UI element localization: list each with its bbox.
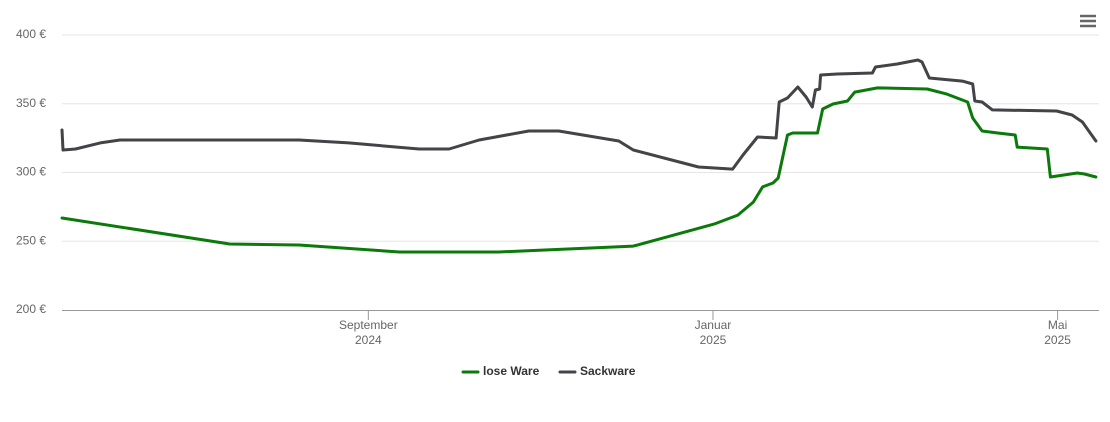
- x-tick-label: Mai: [1048, 318, 1067, 332]
- x-tick-label: 2025: [1044, 333, 1071, 347]
- x-tick-label: 2024: [355, 333, 382, 347]
- x-tick-label: 2025: [700, 333, 727, 347]
- x-tick-label: Januar: [695, 318, 732, 332]
- menu-button[interactable]: [1076, 10, 1100, 32]
- y-tick-label: 200 €: [16, 302, 46, 316]
- legend-label: lose Ware: [483, 364, 540, 378]
- y-tick-label: 300 €: [16, 165, 46, 179]
- x-tick-label: September: [339, 318, 398, 332]
- y-tick-label: 400 €: [16, 27, 46, 41]
- legend-label: Sackware: [580, 364, 636, 378]
- series-line: [60, 86, 1098, 254]
- y-tick-label: 350 €: [16, 96, 46, 110]
- series-line: [60, 58, 1098, 171]
- y-tick-label: 250 €: [16, 233, 46, 247]
